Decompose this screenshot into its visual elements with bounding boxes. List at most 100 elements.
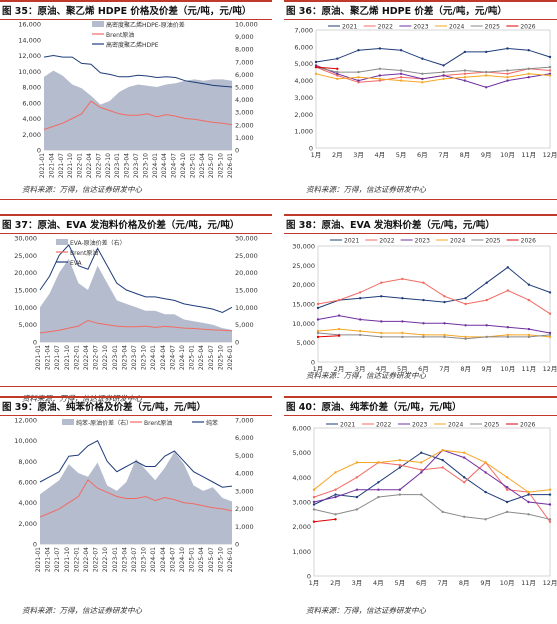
legend-label: Brent原油 — [70, 249, 98, 257]
figure-38: 图 38：原油、EVA 发泡料价差（元/吨，元/吨） 0 5,000 10,000 1… — [284, 214, 557, 410]
data-point — [312, 488, 316, 491]
x-tick-label: 2月 — [332, 151, 343, 159]
series-line — [313, 518, 336, 523]
figure-header: 图 37：原油、EVA 发泡料价格及价差（元/吨，元/吨） — [0, 214, 272, 234]
data-point — [312, 508, 316, 511]
data-point — [505, 476, 509, 479]
data-point — [527, 500, 530, 504]
x-tick-label: 7月 — [437, 579, 448, 587]
x-tick-label: 2021-10 — [64, 345, 71, 370]
x-tick-label: 12月 — [543, 579, 557, 587]
y2-tick-label: 8,000 — [235, 46, 254, 54]
legend-label: 2024 — [450, 238, 465, 245]
data-point — [506, 69, 509, 72]
x-tick-label: 9月 — [481, 151, 492, 159]
source-note: 资料来源：万得，信达证券研发中心 — [22, 185, 142, 194]
x-tick-label: 3月 — [352, 579, 363, 587]
x-tick-label: 2025-10 — [217, 547, 224, 572]
y-tick-label: 12,000 — [14, 417, 37, 425]
data-point — [441, 449, 444, 452]
y-tick-label: 20,000 — [292, 281, 315, 289]
data-point — [443, 300, 446, 304]
y-tick-label: 0 — [33, 541, 37, 549]
data-point — [420, 461, 423, 464]
x-tick-label: 9月 — [481, 365, 492, 373]
x-tick-label: 2023-10 — [141, 547, 148, 572]
source-note: 资料来源：万得，信达证券研发中心 — [306, 606, 426, 615]
data-point — [359, 297, 362, 300]
data-point — [422, 298, 425, 302]
x-tick-label: 2025-01 — [189, 153, 196, 178]
data-point — [336, 70, 339, 74]
data-point — [398, 488, 401, 491]
data-point — [334, 488, 337, 491]
data-point — [506, 72, 509, 75]
data-point — [506, 335, 509, 339]
x-tick-label: 2021-04 — [48, 153, 55, 178]
y-tick-label: 8,000 — [22, 84, 41, 92]
x-tick-label: 2025-04 — [198, 547, 205, 572]
data-point — [312, 520, 316, 523]
data-point — [527, 493, 530, 496]
data-point — [399, 72, 403, 75]
data-point — [420, 451, 423, 454]
data-point — [314, 60, 318, 64]
legend-label: 2021 — [342, 24, 357, 31]
data-point — [380, 295, 383, 298]
data-point — [527, 76, 530, 79]
legend-label: Brent原油 — [144, 419, 172, 427]
data-point — [399, 76, 403, 79]
x-tick-label: 2021-01 — [35, 345, 42, 370]
data-point — [485, 298, 488, 302]
x-tick-label: 2024-04 — [160, 345, 167, 370]
x-tick-label: 2025-01 — [189, 345, 196, 370]
data-point — [337, 314, 341, 317]
data-point — [398, 466, 401, 469]
x-tick-label: 11月 — [521, 151, 536, 159]
x-tick-label: 2022-07 — [93, 547, 100, 572]
legend-label: Brent原油 — [106, 31, 134, 39]
data-point — [336, 72, 339, 75]
data-point — [378, 67, 381, 70]
figure-title: 图 36：原油、聚乙烯 HDPE 价差（元/吨，元/吨） — [286, 6, 507, 17]
x-tick-label: 2022-07 — [93, 345, 100, 370]
series-line — [315, 47, 551, 66]
x-tick-label: 2024-04 — [161, 153, 168, 178]
y2-tick-label: 2,000 — [235, 505, 254, 513]
figure-header: 图 36：原油、聚乙烯 HDPE 价差（元/吨，元/吨） — [284, 0, 557, 20]
data-point — [441, 458, 444, 462]
data-point — [334, 471, 337, 474]
x-tick-label: 2月 — [334, 365, 345, 373]
series-line — [43, 54, 233, 88]
x-tick-label: 8月 — [459, 579, 470, 587]
legend-label: 2026 — [520, 24, 535, 31]
series-line — [43, 100, 233, 130]
x-tick-label: 2021-07 — [58, 153, 65, 178]
series-line — [317, 278, 551, 315]
data-point — [422, 322, 425, 325]
data-point — [441, 466, 444, 469]
data-point — [548, 331, 552, 335]
x-tick-label: 2023-04 — [121, 547, 128, 572]
series-line — [39, 319, 233, 334]
x-tick-label: 2月 — [330, 579, 341, 587]
data-point — [377, 495, 380, 499]
y2-tick-label: 4,000 — [235, 470, 254, 478]
data-point — [355, 508, 359, 511]
figure-37: 图 37：原油、EVA 发泡料价格及价差（元/吨，元/吨） 0 5,000 10,0… — [0, 214, 272, 410]
data-point — [463, 476, 466, 479]
x-tick-label: 2024-01 — [152, 153, 159, 178]
x-tick-label: 2023-04 — [124, 153, 131, 178]
figure-36: 图 36：原油、聚乙烯 HDPE 价差（元/吨，元/吨） 0 1,000 2,000… — [284, 0, 557, 198]
data-point — [399, 49, 403, 52]
data-point — [506, 333, 509, 337]
data-point — [463, 515, 466, 518]
data-point — [336, 57, 339, 60]
x-tick-label: 2026-01 — [227, 153, 234, 178]
x-tick-label: 2024-07 — [171, 153, 178, 178]
data-point — [443, 333, 446, 337]
x-tick-label: 2024-10 — [179, 547, 186, 572]
y2-tick-label: 25,000 — [235, 252, 258, 260]
figure-title: 图 38：原油、EVA 发泡料价差（元/吨，元/吨） — [286, 220, 495, 231]
x-tick-label: 2022-10 — [102, 547, 109, 572]
